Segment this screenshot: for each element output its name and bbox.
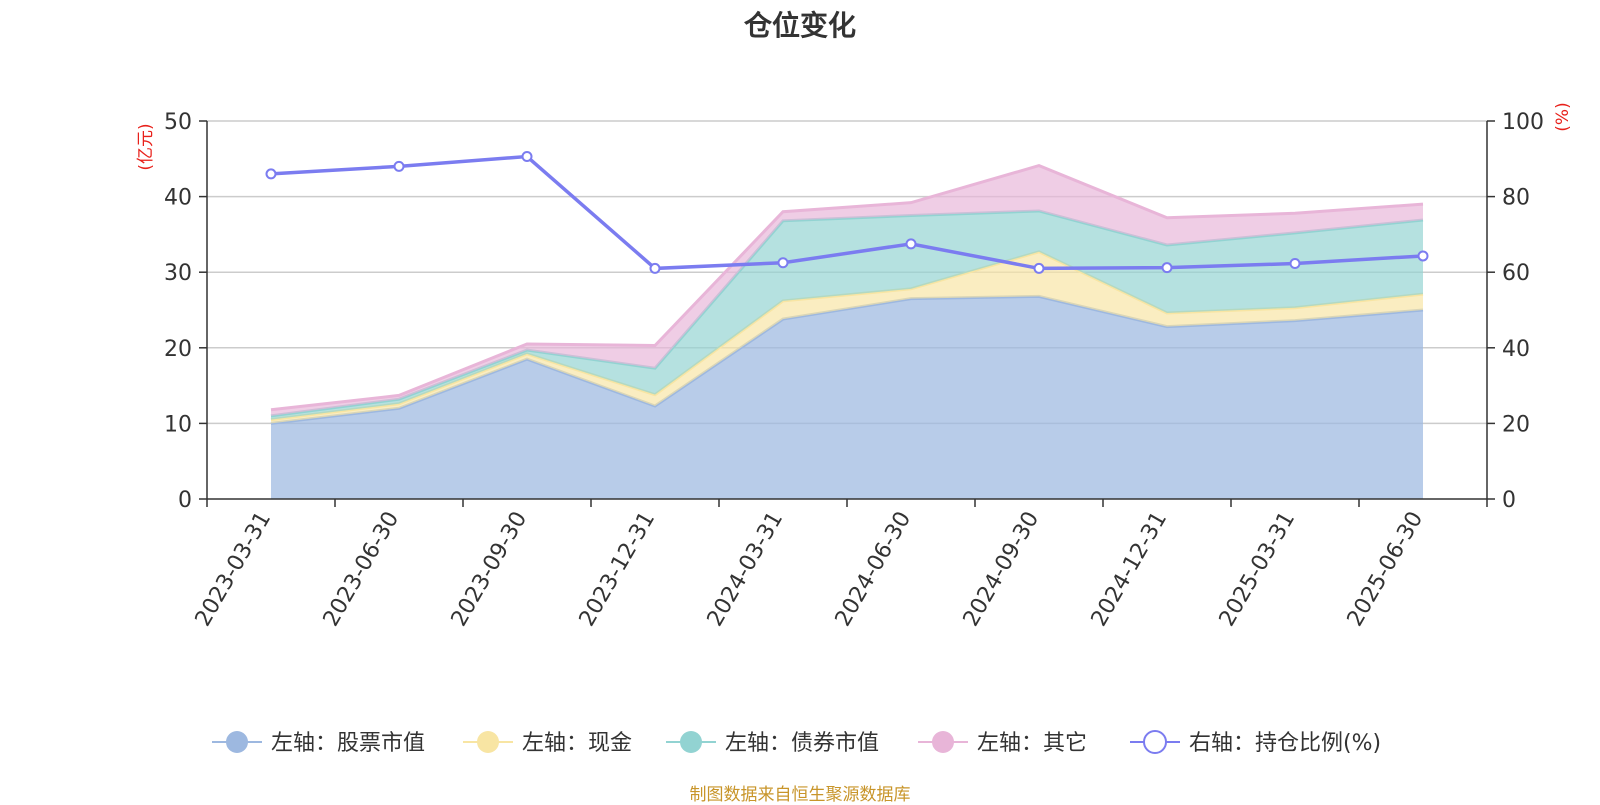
x-tick-label: 2023-03-31 [191,508,277,631]
legend-item[interactable]: 左轴：股票市值 [212,731,425,756]
right-tick-label: 0 [1502,488,1516,513]
x-tick-label: 2025-03-31 [1215,508,1301,631]
x-tick-label: 2023-12-31 [575,508,661,631]
area-series-edge-3 [270,164,1424,412]
legend-label: 左轴：债券市值 [725,731,879,756]
area-series-0 [271,296,1423,499]
area-series-3 [271,165,1423,416]
right-tick-label: 60 [1502,261,1530,286]
left-tick-label: 30 [164,261,192,286]
ratio-point [905,238,917,250]
left-tick-label: 40 [164,186,192,211]
right-tick-label: 100 [1502,110,1544,135]
x-tick-label: 2024-06-30 [831,508,917,631]
legend-marker [680,731,702,753]
x-tick-label: 2025-06-30 [1343,508,1429,631]
legend[interactable]: 左轴：股票市值 左轴：现金 左轴：债券市值 左轴：其它 右轴：持仓比例(%) [212,730,1381,756]
left-tick-label: 10 [164,412,192,437]
x-tick-label: 2024-12-31 [1087,508,1173,631]
left-tick-label: 50 [164,110,192,135]
legend-label: 右轴：持仓比例(%) [1189,731,1381,756]
legend-item[interactable]: 左轴：债券市值 [666,731,879,756]
legend-label: 左轴：其它 [977,731,1087,756]
right-tick-label: 20 [1502,412,1530,437]
ratio-point [1033,262,1045,274]
chart-title: 仓位变化 [743,9,856,42]
legend-marker [932,731,954,753]
legend-marker [1143,730,1167,754]
ratio-point [777,257,789,269]
legend-marker [477,731,499,753]
ratio-point [521,151,533,163]
ratio-point [1289,258,1301,270]
legend-item[interactable]: 左轴：其它 [918,731,1087,756]
line-layer [265,151,1429,274]
footer-source: 制图数据来自恒生聚源数据库 [689,785,911,805]
x-tick-label: 2024-03-31 [703,508,789,631]
x-tick-label: 2023-06-30 [319,508,405,631]
left-tick-label: 20 [164,337,192,362]
x-tick-label: 2024-09-30 [959,508,1045,631]
legend-item[interactable]: 右轴：持仓比例(%) [1130,730,1381,756]
left-tick-label: 0 [178,488,192,513]
legend-label: 左轴：股票市值 [271,731,425,756]
ratio-point [265,168,277,180]
legend-marker [226,731,248,753]
area-layer [270,164,1424,499]
left-axis-unit: (亿元) [136,123,156,170]
right-axis-unit: (%) [1553,102,1573,131]
area-series-2 [271,210,1423,420]
x-tick-label: 2023-09-30 [447,508,533,631]
ratio-point [1161,262,1173,274]
legend-item[interactable]: 左轴：现金 [463,731,632,756]
legend-label: 左轴：现金 [522,731,632,756]
ratio-point [393,160,405,172]
right-tick-label: 80 [1502,186,1530,211]
right-tick-label: 40 [1502,337,1530,362]
ratio-point [1417,250,1429,262]
ratio-point [649,262,661,274]
line-series-ratio [270,154,1424,271]
